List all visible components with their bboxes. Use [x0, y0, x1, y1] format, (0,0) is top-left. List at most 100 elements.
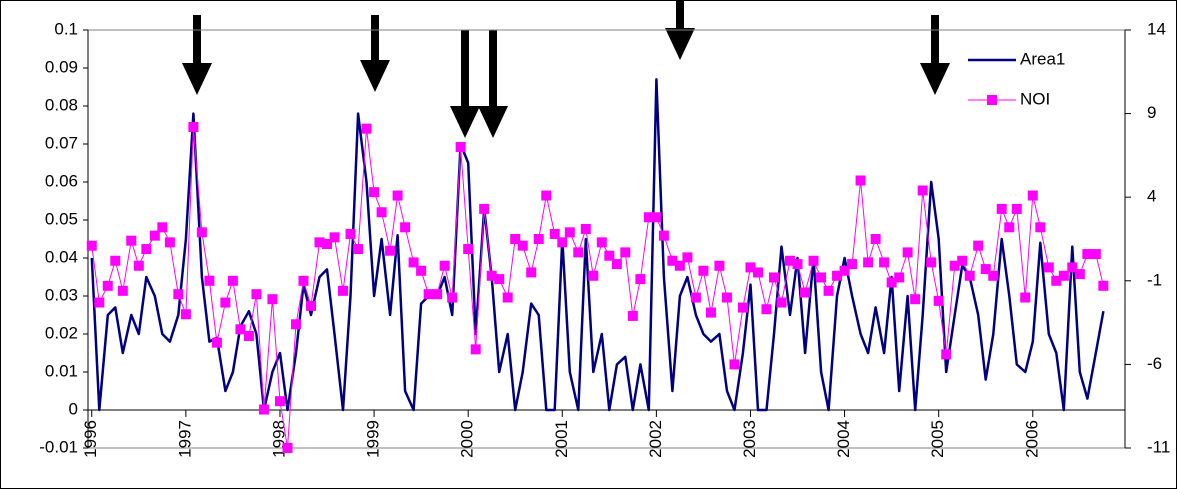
x-tick-label: 1997	[175, 420, 194, 458]
marker	[173, 289, 184, 300]
marker	[1004, 222, 1015, 233]
marker	[298, 275, 309, 286]
y2-tick-label: -1	[1147, 270, 1162, 289]
marker	[745, 262, 756, 273]
x-tick-label: 2002	[646, 420, 665, 458]
marker	[894, 272, 905, 283]
marker	[611, 259, 622, 270]
marker	[573, 247, 584, 258]
marker	[855, 175, 866, 186]
y2-tick-label: -11	[1147, 437, 1170, 456]
y-tick-label: 0.07	[45, 133, 78, 152]
marker	[705, 307, 716, 318]
marker	[902, 247, 913, 258]
marker	[879, 257, 890, 268]
marker	[117, 285, 128, 296]
marker	[964, 270, 975, 281]
marker	[769, 272, 780, 283]
marker	[517, 240, 528, 251]
marker	[737, 302, 748, 313]
marker	[753, 267, 764, 278]
marker	[1090, 249, 1101, 260]
x-tick-label: 2001	[552, 420, 571, 458]
x-tick-label: 2000	[458, 420, 477, 458]
marker	[526, 267, 537, 278]
y-tick-label: 0.02	[45, 323, 78, 342]
marker	[667, 255, 678, 266]
marker	[941, 349, 952, 360]
marker	[306, 300, 317, 311]
marker	[345, 228, 356, 239]
marker	[400, 222, 411, 233]
marker	[439, 260, 450, 271]
marker	[479, 203, 490, 214]
marker	[164, 237, 175, 248]
y-tick-label: 0.01	[45, 361, 78, 380]
marker	[949, 260, 960, 271]
marker	[926, 257, 937, 268]
marker	[243, 330, 254, 341]
marker	[917, 185, 928, 196]
y-tick-label: 0.05	[45, 209, 78, 228]
marker	[470, 344, 481, 355]
marker	[141, 244, 152, 255]
marker	[863, 257, 874, 268]
marker	[784, 255, 795, 266]
marker	[847, 259, 858, 270]
marker	[761, 304, 772, 315]
y2-tick-label: 14	[1147, 19, 1166, 38]
marker	[996, 203, 1007, 214]
y-tick-label: 0	[69, 399, 78, 418]
marker	[1082, 249, 1093, 260]
marker	[564, 227, 575, 238]
y-tick-label: 0.1	[54, 19, 78, 38]
marker	[110, 255, 121, 266]
y-tick-label: 0.04	[45, 247, 78, 266]
arrow	[665, 0, 695, 60]
marker	[620, 247, 631, 258]
marker	[674, 260, 685, 271]
marker	[973, 240, 984, 251]
marker	[823, 285, 834, 296]
marker	[580, 223, 591, 234]
arrow	[360, 15, 390, 92]
marker	[447, 292, 458, 303]
marker	[510, 234, 521, 244]
marker	[957, 255, 968, 266]
marker	[1074, 269, 1085, 280]
legend-marker	[987, 95, 997, 105]
marker	[502, 292, 513, 303]
marker	[549, 228, 560, 239]
x-tick-label: 1999	[364, 420, 383, 458]
marker	[800, 287, 811, 298]
marker	[658, 230, 669, 241]
marker	[870, 234, 881, 244]
arrow	[478, 30, 508, 138]
marker	[392, 190, 403, 201]
marker	[408, 257, 419, 268]
marker	[455, 142, 466, 153]
marker	[776, 297, 787, 308]
marker	[369, 187, 380, 198]
marker	[126, 235, 137, 246]
x-tick-label: 2006	[1022, 420, 1041, 458]
marker	[643, 212, 654, 223]
marker	[1035, 222, 1046, 233]
marker	[94, 297, 105, 308]
y-tick-label: 0.09	[45, 57, 78, 76]
y-tick-label: 0.08	[45, 95, 78, 114]
arrows	[182, 0, 950, 138]
marker	[86, 240, 97, 251]
series-line	[91, 126, 1104, 449]
marker	[588, 270, 599, 281]
marker	[322, 239, 333, 250]
marker	[792, 259, 803, 270]
marker	[486, 270, 497, 281]
marker	[816, 272, 827, 283]
marker	[251, 289, 262, 300]
marker	[282, 443, 293, 453]
arrow	[920, 15, 950, 95]
arrow	[182, 15, 212, 95]
marker	[494, 274, 505, 285]
